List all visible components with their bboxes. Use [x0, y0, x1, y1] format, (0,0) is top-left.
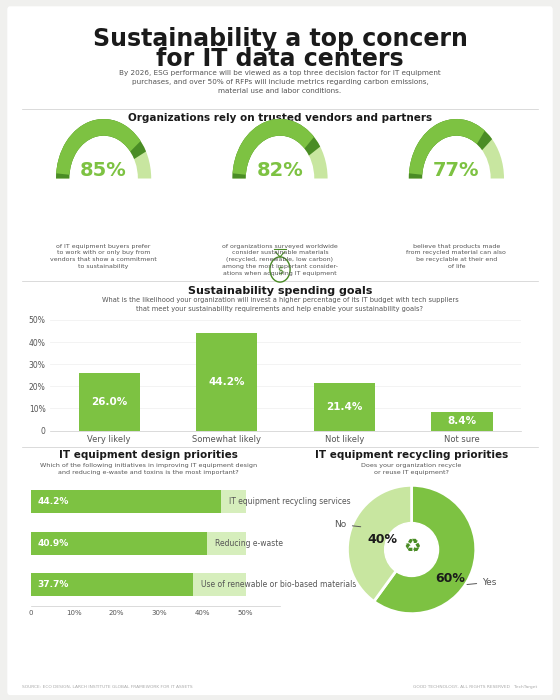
Circle shape	[385, 522, 438, 577]
Wedge shape	[232, 119, 328, 178]
Text: 77%: 77%	[433, 160, 480, 180]
Text: Sustainability a top concern: Sustainability a top concern	[92, 27, 468, 51]
Wedge shape	[56, 119, 141, 175]
Text: IT equipment recycling services: IT equipment recycling services	[229, 497, 351, 506]
Text: Reducing e-waste: Reducing e-waste	[215, 539, 283, 547]
Text: ♻: ♻	[403, 537, 421, 556]
Text: SOURCE: ECO DESIGN, LARCH INSTITUTE GLOBAL FRAMEWORK FOR IT ASSETS: SOURCE: ECO DESIGN, LARCH INSTITUTE GLOB…	[22, 685, 193, 690]
Text: 21.4%: 21.4%	[326, 402, 362, 412]
Bar	[31, 573, 193, 596]
Text: of organizations surveyed worldwide
consider sustainable materials
(recycled, re: of organizations surveyed worldwide cons…	[222, 244, 338, 276]
Wedge shape	[409, 119, 492, 178]
Text: of IT equipment buyers prefer
to work with or only buy from
vendors that show a : of IT equipment buyers prefer to work wi…	[50, 244, 157, 269]
Text: IT equipment recycling priorities: IT equipment recycling priorities	[315, 450, 508, 460]
Text: 85%: 85%	[80, 160, 127, 180]
Text: IT equipment design priorities: IT equipment design priorities	[59, 450, 238, 460]
Text: believe that products made
from recycled material can also
be recyclable at thei: believe that products made from recycled…	[407, 244, 506, 269]
Text: Does your organization recycle
or reuse IT equipment?: Does your organization recycle or reuse …	[361, 463, 462, 475]
Bar	[31, 532, 207, 554]
Wedge shape	[374, 485, 476, 614]
Text: Which of the following initiatives in improving IT equipment design
and reducing: Which of the following initiatives in im…	[40, 463, 257, 475]
Bar	[31, 490, 221, 513]
Text: Use of renewable or bio-based materials: Use of renewable or bio-based materials	[202, 580, 357, 589]
Wedge shape	[409, 119, 485, 175]
Text: 40.9%: 40.9%	[38, 539, 68, 547]
Bar	[431, 412, 493, 430]
Text: 40%: 40%	[368, 533, 398, 547]
Text: 8.4%: 8.4%	[447, 416, 477, 426]
Bar	[78, 373, 140, 430]
FancyBboxPatch shape	[7, 6, 553, 695]
Text: What is the likelihood your organization will invest a higher percentage of its : What is the likelihood your organization…	[101, 298, 459, 312]
Text: 44.2%: 44.2%	[38, 497, 69, 506]
Text: 37.7%: 37.7%	[38, 580, 69, 589]
Wedge shape	[232, 119, 314, 175]
Wedge shape	[56, 119, 151, 178]
Text: By 2026, ESG performance will be viewed as a top three decision factor for IT eq: By 2026, ESG performance will be viewed …	[119, 70, 441, 94]
Bar	[314, 383, 375, 430]
Wedge shape	[232, 119, 320, 178]
Text: Organizations rely on trusted vendors and partners: Organizations rely on trusted vendors an…	[128, 113, 432, 122]
Text: Sustainability spending goals: Sustainability spending goals	[188, 286, 372, 295]
Bar	[31, 573, 246, 596]
Text: 26.0%: 26.0%	[91, 397, 127, 407]
Wedge shape	[409, 119, 504, 178]
Bar	[196, 332, 258, 430]
Bar	[31, 532, 246, 554]
Wedge shape	[56, 119, 146, 178]
Text: 82%: 82%	[256, 160, 304, 180]
Text: for IT data centers: for IT data centers	[156, 47, 404, 71]
Text: 44.2%: 44.2%	[208, 377, 245, 386]
Text: GOOD TECHNOLOGY, ALL RIGHTS RESERVED   TechTarget: GOOD TECHNOLOGY, ALL RIGHTS RESERVED Tec…	[413, 685, 538, 690]
Wedge shape	[347, 485, 412, 601]
Text: 60%: 60%	[435, 572, 465, 585]
Text: No: No	[334, 520, 361, 529]
Bar	[31, 490, 246, 513]
Text: $: $	[277, 266, 283, 276]
Text: Yes: Yes	[467, 578, 497, 587]
